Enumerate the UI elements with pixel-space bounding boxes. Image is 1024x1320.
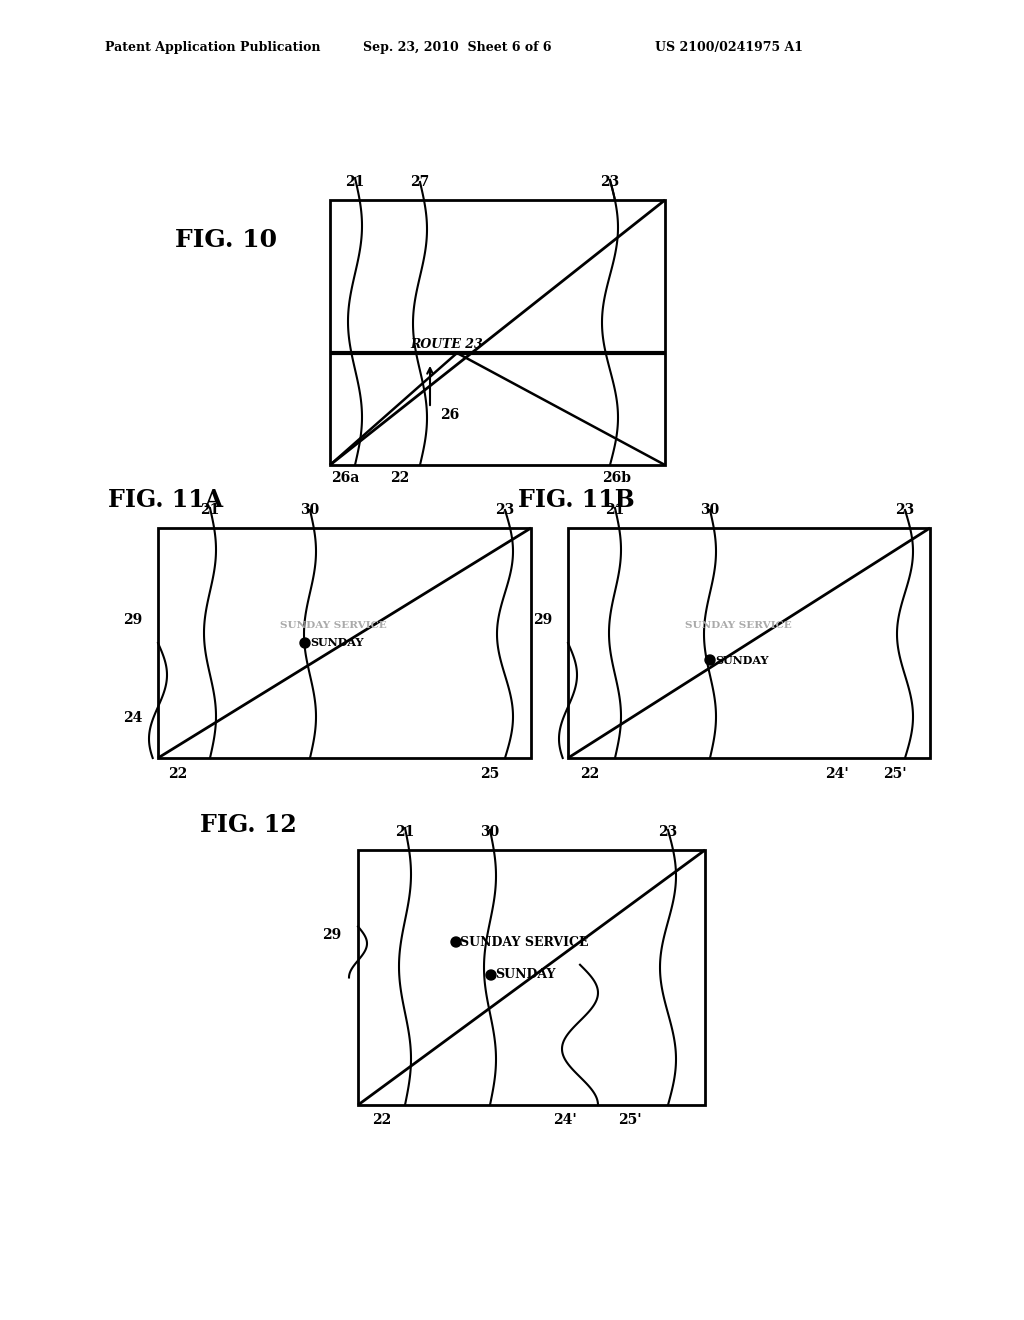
Text: SUNDAY SERVICE: SUNDAY SERVICE [280,622,387,631]
Text: 26b: 26b [602,471,632,484]
Text: 22: 22 [390,471,410,484]
Text: 24': 24' [553,1113,577,1127]
Text: SUNDAY: SUNDAY [495,969,555,982]
Circle shape [300,638,310,648]
Text: 23: 23 [600,176,620,189]
Text: 24: 24 [123,711,142,725]
Bar [330,201,665,465]
Bar [568,528,930,758]
Text: SUNDAY: SUNDAY [310,638,364,648]
Text: 22: 22 [373,1113,391,1127]
Bar [158,528,531,758]
Text: 24': 24' [825,767,849,781]
Text: 21: 21 [395,825,415,840]
Text: 25': 25' [618,1113,642,1127]
Text: 21: 21 [345,176,365,189]
Text: 29: 29 [123,612,142,627]
Text: 25': 25' [883,767,907,781]
Text: 26a: 26a [331,471,359,484]
Circle shape [705,655,715,665]
Text: Sep. 23, 2010  Sheet 6 of 6: Sep. 23, 2010 Sheet 6 of 6 [362,41,552,54]
Text: Patent Application Publication: Patent Application Publication [105,41,321,54]
Text: 25: 25 [480,767,500,781]
Text: FIG. 12: FIG. 12 [200,813,297,837]
Text: 21: 21 [201,503,220,517]
Text: 23: 23 [895,503,914,517]
Text: ROUTE 23: ROUTE 23 [410,338,482,351]
Text: SUNDAY SERVICE: SUNDAY SERVICE [685,622,792,631]
Circle shape [486,970,496,979]
Text: 27: 27 [411,176,430,189]
Text: 30: 30 [300,503,319,517]
Text: 29: 29 [534,612,553,627]
Text: US 2100/0241975 A1: US 2100/0241975 A1 [655,41,803,54]
Circle shape [451,937,461,946]
Bar [358,850,705,1105]
Text: 22: 22 [581,767,600,781]
Text: 23: 23 [496,503,515,517]
Text: FIG. 10: FIG. 10 [175,228,278,252]
Text: FIG. 11B: FIG. 11B [518,488,635,512]
Text: 29: 29 [323,928,342,942]
Text: SUNDAY SERVICE: SUNDAY SERVICE [460,936,589,949]
Text: 23: 23 [658,825,678,840]
Text: SUNDAY: SUNDAY [715,655,768,665]
Text: 26: 26 [440,408,459,422]
Text: 22: 22 [168,767,187,781]
Text: 30: 30 [480,825,500,840]
Text: FIG. 11A: FIG. 11A [108,488,223,512]
Text: 30: 30 [700,503,720,517]
Text: 21: 21 [605,503,625,517]
